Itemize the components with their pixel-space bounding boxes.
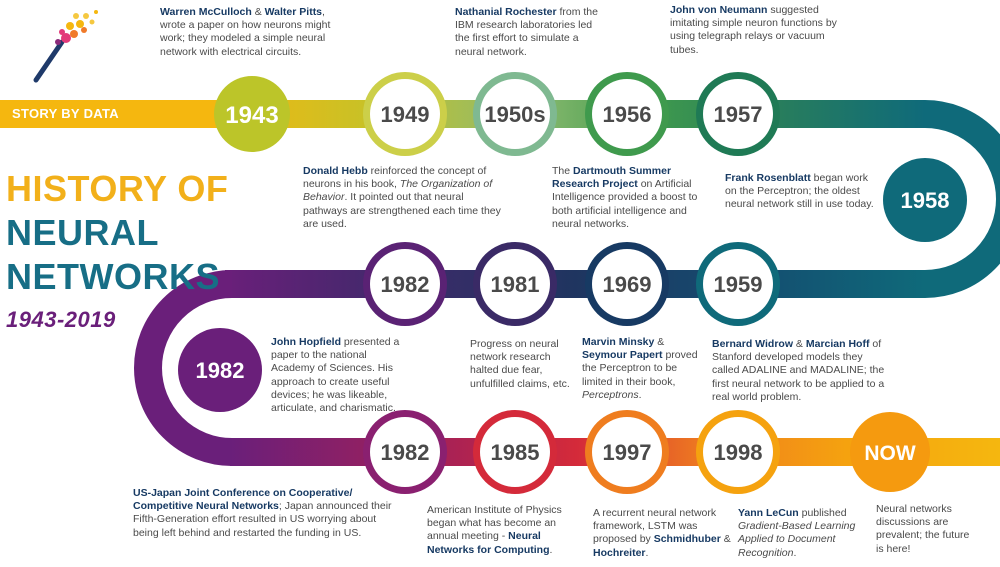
svg-text:1982: 1982 [196, 358, 245, 383]
event-1950s: Nathanial Rochester from the IBM researc… [455, 6, 598, 58]
track-right-curve [924, 100, 1000, 298]
svg-text:1959: 1959 [714, 272, 763, 297]
node-1997: 1997 [585, 410, 669, 494]
event-1982-hopfield: John Hopfield presented a paper to the n… [271, 336, 400, 415]
event-now: Neural networks discussions are prevalen… [876, 503, 970, 555]
svg-text:1969: 1969 [603, 272, 652, 297]
story-by-data-tag: STORY BY DATA [0, 100, 205, 128]
node-1982-left: 1982 [178, 328, 262, 412]
track-left-curve [134, 270, 233, 466]
title-line-2: NEURAL [6, 212, 159, 253]
svg-text:1981: 1981 [491, 272, 540, 297]
track-top [205, 100, 925, 128]
node-1943: 1943 [214, 76, 290, 152]
event-1949: Donald Hebb reinforced the concept of ne… [303, 165, 501, 230]
svg-text:1958: 1958 [901, 188, 950, 213]
svg-text:1949: 1949 [381, 102, 430, 127]
event-1943: Warren McCulloch & Walter Pitts, wrote a… [160, 6, 331, 58]
node-1998: 1998 [696, 410, 780, 494]
svg-text:1982: 1982 [381, 440, 430, 465]
title-years: 1943-2019 [6, 307, 116, 332]
event-1982-conference: US-Japan Joint Conference on Cooperative… [133, 487, 392, 539]
node-1950s: 1950s [473, 72, 557, 156]
svg-text:1957: 1957 [714, 102, 763, 127]
event-1998: Yann LeCun published Gradient-Based Lear… [738, 507, 856, 559]
node-1969: 1969 [585, 242, 669, 326]
node-now: NOW [850, 412, 930, 492]
track-middle [225, 270, 925, 298]
node-1982-bottom: 1982 [363, 410, 447, 494]
event-1985: American Institute of Physics began what… [427, 504, 562, 556]
event-1957: John von Neumann suggested imitating sim… [670, 4, 837, 56]
node-1956: 1956 [585, 72, 669, 156]
torch-logo-icon [33, 10, 98, 83]
event-1959: Bernard Widrow & Marcian Hoff of Stanfor… [712, 338, 885, 403]
tag-banner [0, 100, 215, 128]
node-1958: 1958 [883, 158, 967, 242]
node-1957: 1957 [696, 72, 780, 156]
svg-text:1956: 1956 [603, 102, 652, 127]
svg-text:1943: 1943 [225, 102, 278, 129]
event-1997: A recurrent neural network framework, LS… [593, 507, 731, 559]
svg-text:1997: 1997 [603, 440, 652, 465]
node-1949: 1949 [363, 72, 447, 156]
svg-text:1985: 1985 [491, 440, 540, 465]
tag-label: STORY BY DATA [12, 106, 119, 121]
node-1982-top: 1982 [363, 242, 447, 326]
event-1956: The Dartmouth Summer Research Project on… [552, 165, 698, 230]
title-line-3: NETWORKS [6, 256, 220, 297]
svg-text:1950s: 1950s [484, 102, 545, 127]
event-1981: Progress on neural network research halt… [470, 338, 570, 390]
node-1959: 1959 [696, 242, 780, 326]
node-1981: 1981 [473, 242, 557, 326]
svg-text:1982: 1982 [381, 272, 430, 297]
event-1958: Frank Rosenblatt began work on the Perce… [725, 172, 874, 211]
svg-text:1998: 1998 [714, 440, 763, 465]
title-line-1: HISTORY OF [6, 168, 229, 209]
node-1985: 1985 [473, 410, 557, 494]
event-1969: Marvin Minsky & Seymour Papert proved th… [582, 336, 698, 401]
svg-text:NOW: NOW [864, 442, 916, 465]
